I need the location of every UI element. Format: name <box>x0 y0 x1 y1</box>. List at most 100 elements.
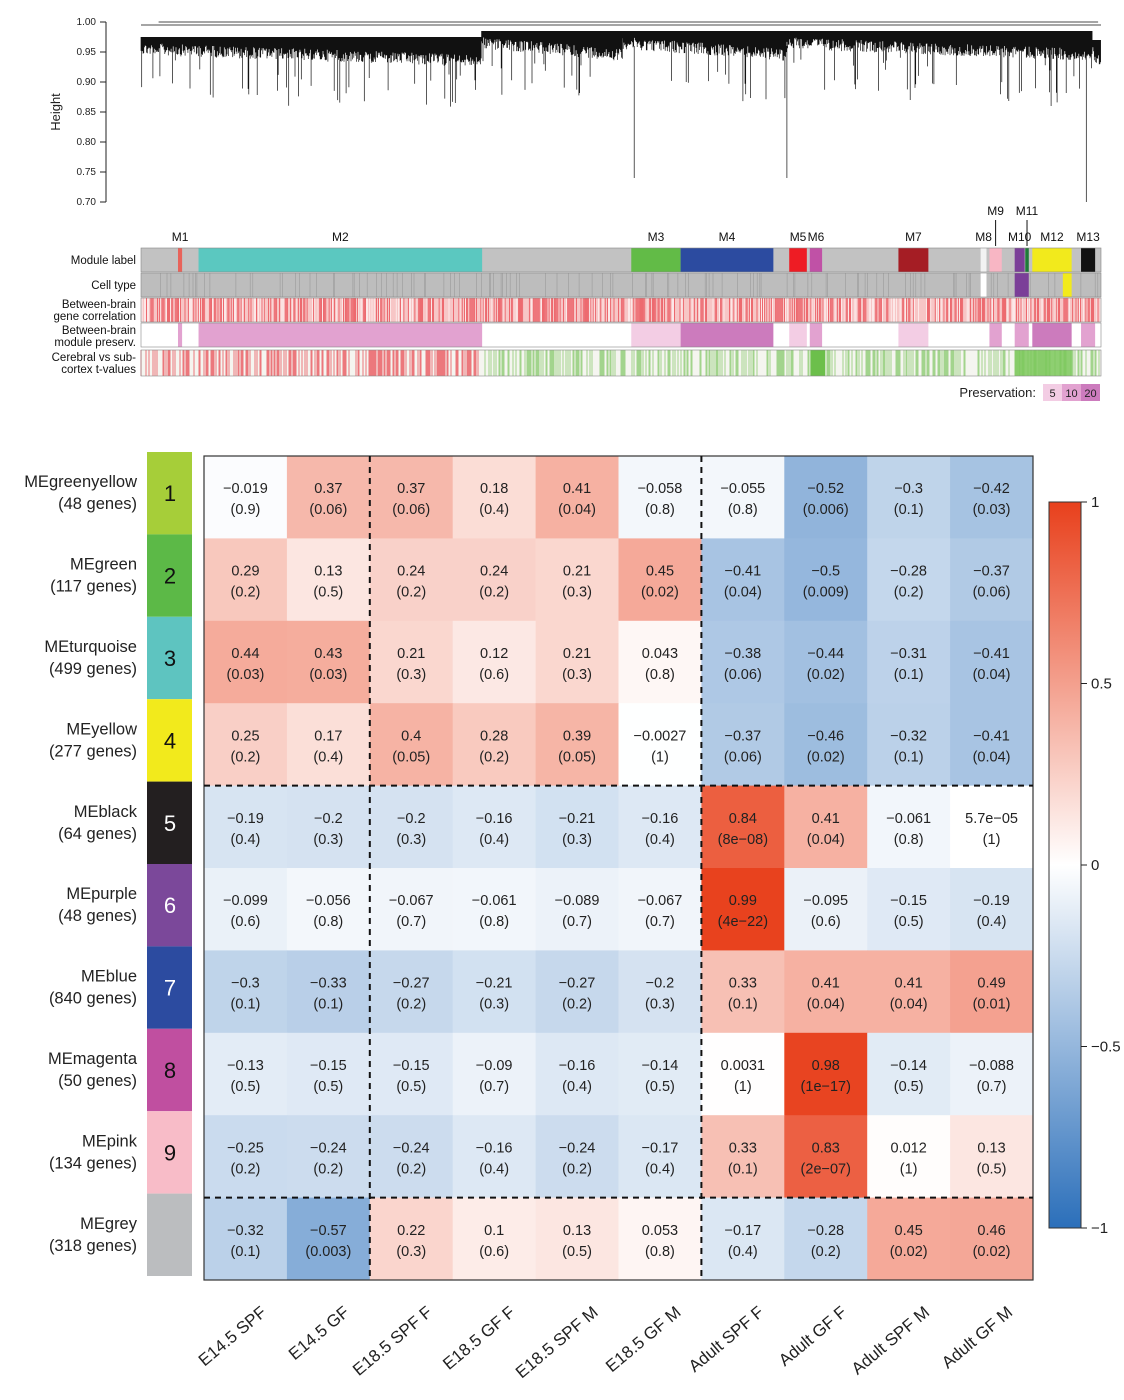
cell-value-label: 0.45 <box>895 1223 923 1239</box>
module-block-m11 <box>1025 248 1029 272</box>
cell-value-label: −0.57 <box>310 1223 347 1239</box>
row-label-name: MEturquoise <box>44 638 137 656</box>
cell-pvalue-label: (0.7) <box>396 914 426 930</box>
y-tick-label: 0.85 <box>77 107 97 118</box>
heatmap-cell <box>784 868 868 951</box>
cell-pvalue-label: (0.05) <box>558 749 596 765</box>
cell-value-label: 0.22 <box>397 1223 425 1239</box>
row-label-genes: (277 genes) <box>49 742 137 760</box>
track-label: Between-brain gene correlation <box>54 299 136 323</box>
row-label-genes: (134 genes) <box>49 1154 137 1172</box>
heatmap-panel: MEgreenyellow (48 genes) MEgreen (117 genes… <box>24 452 1121 1383</box>
cell-value-label: 0.13 <box>563 1223 591 1239</box>
cell-pvalue-label: (0.5) <box>645 1079 675 1095</box>
heatmap-cell <box>452 868 537 951</box>
dendrogram-branches <box>140 21 1101 202</box>
module-block-m7 <box>898 248 929 272</box>
preservation-legend-box <box>1043 384 1062 401</box>
row-number: 3 <box>164 646 176 671</box>
heatmap-frame <box>203 455 1034 1281</box>
cell-pvalue-label: (0.7) <box>562 914 592 930</box>
track-border <box>140 297 1102 323</box>
heatmap-cell <box>618 703 702 787</box>
heatmap-cell <box>204 1032 288 1116</box>
dendrogram-panel: 0.70 0.75 0.80 0.85 0.90 0.95 1.00 Height M1 M2… <box>48 17 1102 401</box>
heatmap-cell <box>784 538 868 622</box>
cell-pvalue-label: (0.03) <box>227 667 265 683</box>
row-label-name: MEyellow <box>66 720 137 738</box>
heatmap-cell <box>535 1032 619 1116</box>
preservation-block <box>631 323 681 347</box>
row-number: 7 <box>164 976 176 1001</box>
heatmap-cell <box>535 1197 619 1281</box>
heatmap-cell <box>618 620 702 704</box>
heatmap-cell <box>618 868 702 951</box>
preservation-block <box>789 323 807 347</box>
colorbar-tick-label: 0.5 <box>1091 676 1112 693</box>
module-block-m5 <box>789 248 807 272</box>
colorbar-gradient <box>1048 501 1082 1229</box>
cell-value-label: −0.52 <box>807 481 844 497</box>
column-label: E18.5 SPF M <box>512 1303 602 1383</box>
heatmap-cell <box>618 456 702 539</box>
cell-pvalue-label: (0.3) <box>396 832 426 848</box>
cell-value-label: −0.42 <box>973 481 1010 497</box>
cell-value-label: 0.17 <box>314 728 342 744</box>
heatmap-cell <box>369 1197 454 1281</box>
gene-correlation-track <box>141 298 1101 322</box>
cell-value-label: −0.089 <box>555 893 600 909</box>
cell-pvalue-label: (1) <box>651 749 669 765</box>
module-label: M2 <box>332 230 349 244</box>
heatmap-cell <box>369 703 454 787</box>
cell-pvalue-label: (0.5) <box>894 1079 924 1095</box>
cell-pvalue-label: (0.003) <box>305 1244 351 1260</box>
heatmap-cell <box>867 538 951 622</box>
track-border <box>140 272 1102 298</box>
cell-value-label: −0.2 <box>397 811 426 827</box>
track-border <box>140 247 1102 273</box>
row-color-swatch <box>147 946 192 1029</box>
cell-value-label: 0.28 <box>480 728 508 744</box>
heatmap-cell <box>535 456 619 539</box>
heatmap-cell <box>784 1032 868 1116</box>
cell-pvalue-label: (0.8) <box>645 502 675 518</box>
heatmap-cell <box>618 538 702 622</box>
cell-pvalue-label: (1) <box>734 1079 752 1095</box>
cell-value-label: −0.33 <box>310 976 347 992</box>
cell-pvalue-label: (0.06) <box>724 749 762 765</box>
heatmap-cell <box>701 1115 785 1199</box>
heatmap-cell <box>950 950 1034 1034</box>
cell-value-label: −0.15 <box>890 893 927 909</box>
cell-value-label: −0.16 <box>642 811 679 827</box>
track-label: Cerebral vs sub-cortex t-values <box>52 352 137 376</box>
cell-value-label: −0.38 <box>724 646 761 662</box>
module-label: M8 <box>975 230 992 244</box>
track-border <box>140 322 1102 348</box>
cell-pvalue-label: (0.04) <box>724 585 762 601</box>
cell-value-label: −0.055 <box>720 481 765 497</box>
cell-value-label: 0.1 <box>484 1223 504 1239</box>
heatmap-cell <box>784 950 868 1034</box>
cell-pvalue-label: (0.4) <box>728 1244 758 1260</box>
cell-pvalue-label: (4e−22) <box>718 914 768 930</box>
preservation-block <box>1032 323 1072 347</box>
cell-pvalue-label: (0.6) <box>479 667 509 683</box>
cell-pvalue-label: (0.2) <box>894 585 924 601</box>
column-label: E18.5 SPF F <box>349 1303 436 1380</box>
cell-value-label: −0.46 <box>807 728 844 744</box>
cell-pvalue-label: (0.02) <box>973 1244 1011 1260</box>
heatmap-row-swatches: 1 2 3 4 5 6 7 8 9 <box>147 452 192 1276</box>
cell-pvalue-label: (0.04) <box>973 667 1011 683</box>
heatmap-cells: −0.019 (0.9) 0.37 (0.06) 0.37 (0.06) 0.18 (0.4)… <box>203 455 1034 1281</box>
heatmap-cell <box>204 456 288 539</box>
row-color-swatch <box>147 534 192 617</box>
cell-value-label: −0.41 <box>973 728 1010 744</box>
heatmap-cell <box>286 538 371 622</box>
heatmap-cell <box>286 703 371 787</box>
heatmap-cell <box>286 456 371 539</box>
heatmap-cell <box>618 1115 702 1199</box>
row-color-swatch <box>147 1193 192 1276</box>
row-number: 2 <box>164 564 176 589</box>
heatmap-cell <box>867 950 951 1034</box>
cell-value-label: 0.13 <box>977 1140 1005 1156</box>
